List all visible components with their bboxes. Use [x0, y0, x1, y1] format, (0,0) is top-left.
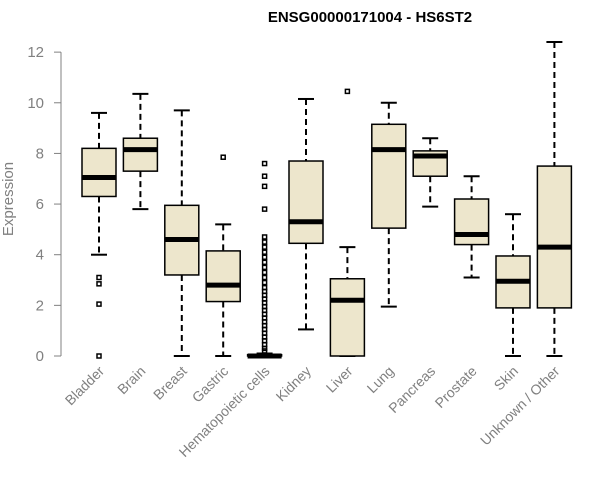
- outlier-point: [261, 269, 268, 276]
- box-group-brain: [122, 92, 159, 211]
- box-iqr: [122, 137, 159, 172]
- box-group-bladder: [81, 111, 117, 359]
- box-iqr: [329, 278, 366, 357]
- y-tick-label: 4: [36, 247, 44, 264]
- outlier-point: [261, 183, 268, 190]
- box-iqr: [288, 160, 324, 245]
- outlier-point: [261, 274, 268, 281]
- box-group-unknown-other: [536, 41, 573, 357]
- x-tick-label: Kidney: [273, 363, 315, 405]
- box-group-prostate: [453, 175, 490, 279]
- box-group-gastric: [205, 154, 241, 357]
- outlier-point: [261, 239, 268, 245]
- y-tick-label: 8: [36, 145, 44, 162]
- x-tick-label: Lung: [364, 363, 397, 396]
- box-group-pancreas: [412, 137, 448, 208]
- outlier-point: [261, 206, 268, 212]
- box-group-hematopoietic-cells: [246, 160, 283, 359]
- outlier-point: [261, 249, 268, 255]
- x-tick-label: Skin: [491, 363, 522, 394]
- outlier-point: [261, 279, 268, 286]
- box-group-lung: [371, 101, 407, 308]
- box-iqr: [205, 250, 241, 303]
- box-iqr: [371, 123, 407, 229]
- outlier-point: [344, 88, 351, 95]
- x-tick-label: Breast: [150, 363, 190, 403]
- box-group-breast: [164, 109, 200, 357]
- box-iqr: [81, 147, 117, 198]
- chart-title: ENSG00000171004 - HS6ST2: [268, 9, 472, 26]
- outlier-point: [96, 274, 102, 281]
- outlier-point: [261, 160, 268, 167]
- outlier-point: [220, 154, 226, 160]
- y-axis: 0 2 4 6 8 10 12: [27, 44, 62, 365]
- box-iqr: [453, 198, 490, 246]
- y-tick-label: 10: [27, 95, 44, 112]
- outlier-point: [261, 173, 268, 179]
- outlier-point: [261, 259, 268, 266]
- box-group-skin: [495, 213, 531, 357]
- outlier-point: [261, 348, 268, 354]
- box-group-kidney: [288, 97, 324, 331]
- y-tick-label: 6: [36, 196, 44, 213]
- boxes: [81, 41, 573, 359]
- y-tick-label: 2: [36, 297, 44, 314]
- y-axis-label: Expression: [0, 162, 17, 236]
- x-tick-label: Bladder: [62, 363, 108, 409]
- outlier-point: [261, 244, 268, 250]
- outlier-point: [261, 234, 268, 240]
- outlier-point: [96, 353, 102, 359]
- x-tick-label: Unknown / Other: [477, 363, 563, 449]
- x-tick-label: Liver: [323, 363, 356, 396]
- outlier-point: [96, 301, 102, 307]
- y-tick-label: 12: [27, 44, 44, 61]
- outlier-point: [96, 281, 102, 287]
- outlier-point: [261, 264, 268, 271]
- box-group-liver: [329, 88, 366, 357]
- y-tick-label: 0: [36, 348, 44, 365]
- box-iqr: [536, 165, 573, 309]
- x-tick-label: Brain: [114, 363, 148, 397]
- x-tick-label: Prostate: [432, 363, 480, 411]
- outlier-point: [261, 254, 268, 260]
